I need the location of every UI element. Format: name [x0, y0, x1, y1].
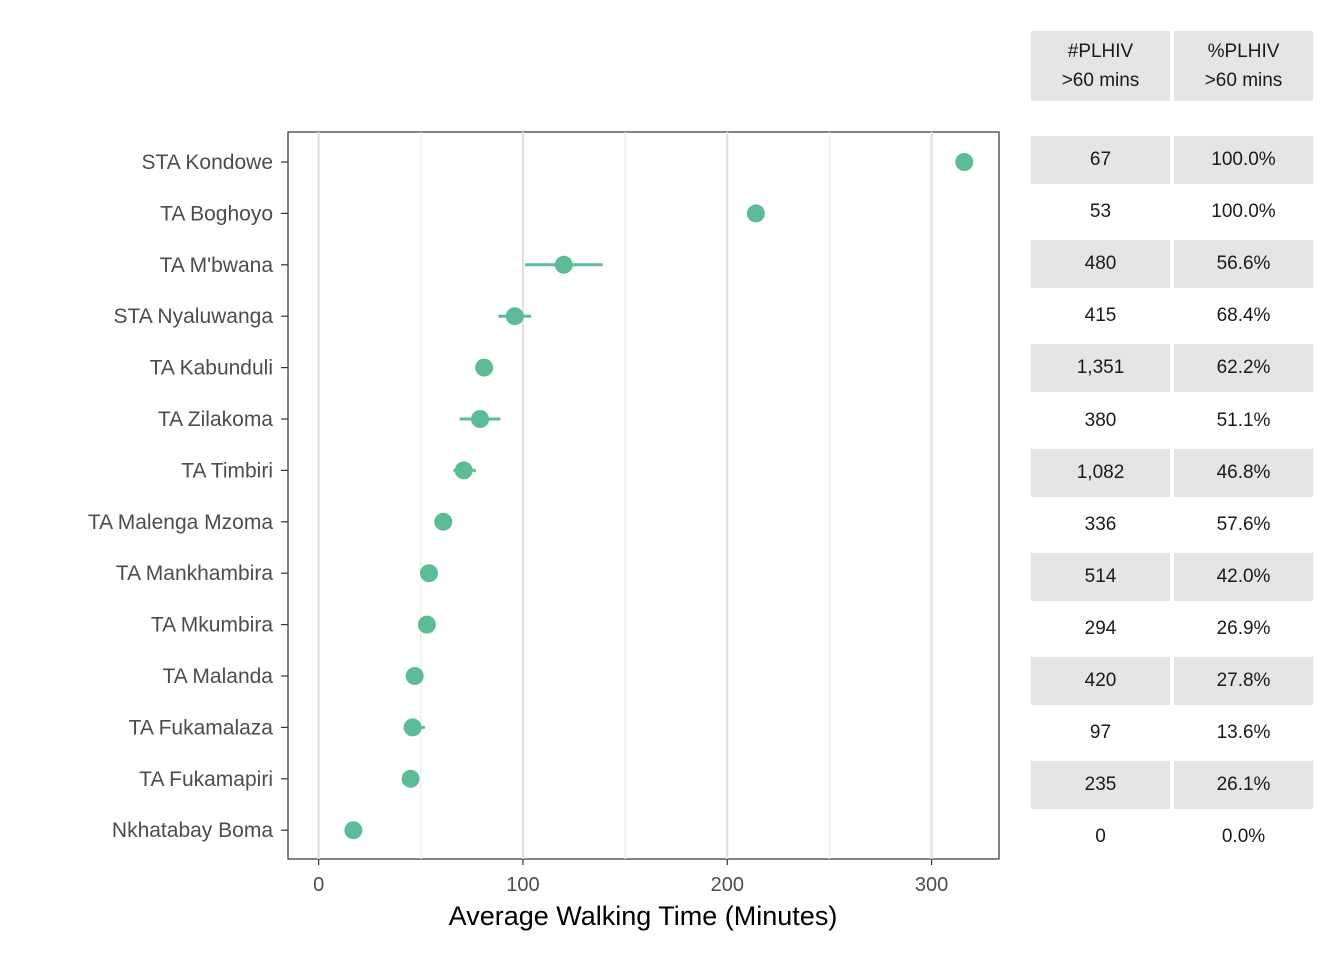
y-tick-label: TA Fukamalaza [129, 716, 274, 739]
table-cell-count: 235 [1031, 761, 1170, 810]
y-tick-label: TA M'bwana [160, 254, 274, 277]
y-tick-label: TA Boghoyo [160, 202, 273, 225]
table-cell-pct: 51.1% [1174, 396, 1313, 445]
y-tick-label: TA Mankhambira [116, 562, 273, 585]
table-cell-pct: 62.2% [1174, 344, 1313, 393]
header-line: %PLHIV [1207, 41, 1280, 62]
header-line: >60 mins [1061, 70, 1140, 91]
table-cell-pct: 26.9% [1174, 604, 1313, 653]
data-point [401, 769, 420, 788]
table-cell-count: 420 [1031, 657, 1170, 705]
table-cell-pct: 57.6% [1174, 500, 1313, 549]
dot-plot: STA Kondowe TA Boghoyo TA M'bwana STA Nyalu… [88, 131, 1000, 931]
table-cell-count: 97 [1031, 709, 1170, 758]
table-cell-count: 53 [1031, 188, 1170, 237]
table-cell-pct: 42.0% [1174, 552, 1313, 601]
y-tick-label: STA Nyaluwanga [113, 305, 273, 328]
data-point [475, 358, 494, 377]
data-point [955, 153, 974, 171]
table-cell-count: 415 [1031, 292, 1170, 341]
data-point [746, 204, 765, 223]
data-point [454, 461, 473, 480]
data-point [471, 410, 490, 428]
table-cell-count: 1,351 [1031, 344, 1170, 393]
table-cell-count: 480 [1031, 240, 1170, 289]
y-tick-label: TA Malanda [162, 665, 273, 688]
y-tick-label: TA Kabunduli [150, 357, 273, 380]
data-point [434, 512, 453, 531]
table-cell-pct: 13.6% [1174, 709, 1313, 758]
table-cell-pct: 0.0% [1174, 813, 1313, 862]
header-line: #PLHIV [1067, 41, 1134, 62]
table-cell-pct: 68.4% [1174, 292, 1313, 341]
x-tick-label: 100 [506, 874, 539, 896]
table-cell-pct: 56.6% [1174, 240, 1313, 289]
y-tick-label: Nkhatabay Boma [112, 819, 273, 842]
x-tick-label: 300 [915, 874, 948, 896]
table-cell-pct: 46.8% [1174, 448, 1313, 497]
table-cell-count: 1,082 [1031, 448, 1170, 497]
x-tick-label: 0 [313, 874, 324, 896]
table-cell-pct: 100.0% [1174, 136, 1313, 184]
table-cell-pct: 27.8% [1174, 657, 1313, 705]
x-tick-label: 200 [711, 874, 744, 896]
data-point [405, 667, 424, 685]
y-tick-label: STA Kondowe [141, 151, 273, 174]
table-cell-count: 0 [1031, 813, 1170, 862]
data-point [417, 615, 436, 634]
y-tick-label: TA Malenga Mzoma [88, 511, 274, 534]
table-header: #PLHIV >60 mins [1031, 31, 1170, 101]
table-cell-pct: 100.0% [1174, 188, 1313, 237]
table-cell-count: 294 [1031, 604, 1170, 653]
header-line: >60 mins [1204, 70, 1283, 91]
data-point [554, 255, 573, 274]
y-tick-label: TA Mkumbira [151, 614, 273, 637]
table-header: %PLHIV >60 mins [1174, 31, 1313, 101]
y-tick-label: TA Timbiri [181, 459, 273, 482]
data-point [403, 718, 422, 737]
table-cell-count: 336 [1031, 500, 1170, 549]
data-point [344, 821, 363, 840]
y-tick-label: TA Zilakoma [158, 408, 273, 431]
table-cell-count: 514 [1031, 552, 1170, 601]
table-cell-pct: 26.1% [1174, 761, 1313, 810]
data-point [419, 564, 438, 583]
table-cell-count: 380 [1031, 396, 1170, 445]
data-point [505, 307, 524, 326]
plot-panel [287, 131, 1000, 860]
table-cell-count: 67 [1031, 136, 1170, 184]
y-tick-label: TA Fukamapiri [139, 768, 273, 791]
x-axis-title: Average Walking Time (Minutes) [449, 901, 838, 931]
